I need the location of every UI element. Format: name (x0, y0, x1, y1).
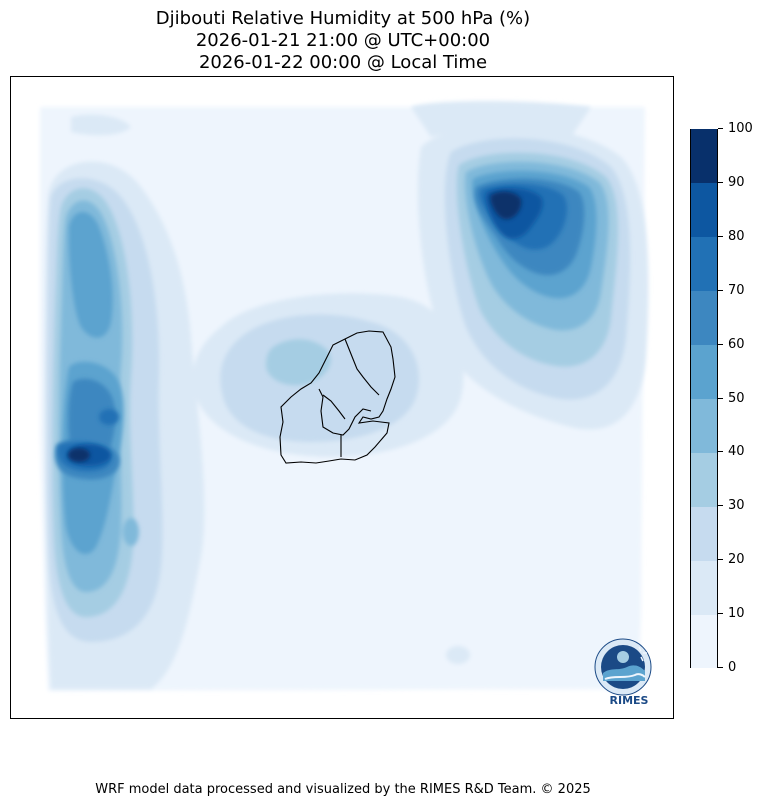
colorbar-segment (691, 344, 717, 399)
colorbar-segment (691, 290, 717, 346)
colorbar-tick (718, 505, 723, 507)
colorbar-tick (718, 667, 723, 668)
colorbar-tick-label: 60 (728, 336, 745, 352)
colorbar-segment (691, 182, 717, 238)
colorbar-tick-label: 50 (728, 390, 745, 406)
colorbar-tick (718, 613, 723, 615)
map-panel (10, 76, 674, 719)
colorbar-segment (691, 236, 717, 292)
colorbar-tick (718, 559, 723, 561)
rimes-logo-text: RIMES (609, 694, 649, 707)
map-subtitle-local: 2026-01-22 00:00 @ Local Time (198, 52, 488, 73)
colorbar-segment (691, 398, 717, 453)
colorbar-tick-label: 90 (728, 174, 745, 190)
humidity-contour-map (40, 101, 649, 691)
colorbar-tick-label: 70 (728, 282, 745, 298)
map-title: Djibouti Relative Humidity at 500 hPa (%… (155, 8, 531, 29)
colorbar-tick (718, 289, 723, 291)
colorbar-tick-label: 20 (728, 552, 745, 568)
colorbar-tick-label: 0 (728, 660, 737, 675)
colorbar-tick-label: 30 (728, 498, 745, 514)
colorbar-tick (718, 235, 723, 237)
colorbar-tick-label: 40 (728, 444, 745, 460)
colorbar-segment (691, 129, 717, 184)
band-90-100 (68, 191, 522, 462)
rimes-logo-icon (594, 638, 652, 696)
colorbar-tick (718, 181, 723, 183)
map-subtitle-utc: 2026-01-21 21:00 @ UTC+00:00 (195, 30, 491, 51)
colorbar-segment (691, 506, 717, 561)
colorbar-tick-label: 10 (728, 606, 745, 622)
colorbar-tick (718, 397, 723, 399)
footer-credit: WRF model data processed and visualized … (95, 782, 591, 797)
colorbar-tick (718, 128, 723, 129)
colorbar-tick-label: 100 (728, 121, 753, 136)
colorbar-tick-label: 80 (728, 228, 745, 244)
colorbar-segment (691, 614, 717, 669)
colorbar-segment (691, 452, 717, 507)
colorbar (690, 129, 718, 669)
colorbar-segment (691, 560, 717, 615)
colorbar-tick (718, 343, 723, 345)
djibouti-border (279, 330, 396, 464)
colorbar-tick (718, 451, 723, 453)
